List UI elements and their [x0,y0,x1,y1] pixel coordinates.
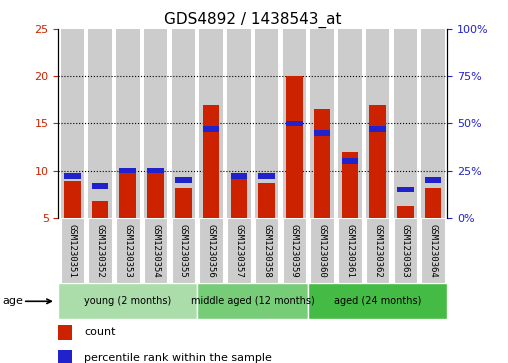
Bar [421,218,445,283]
Bar [64,181,81,218]
Bar [231,174,247,179]
Bar [338,29,362,218]
Bar [286,76,303,218]
Text: GSM1230351: GSM1230351 [68,224,77,277]
Bar [282,29,306,218]
Bar [394,29,417,218]
Text: GSM1230359: GSM1230359 [290,224,299,277]
Text: GSM1230353: GSM1230353 [123,224,132,277]
Text: count: count [84,327,115,337]
Bar [175,177,192,183]
Bar [172,218,195,283]
Bar [308,283,447,319]
Bar [88,29,112,218]
Bar [310,218,334,283]
Text: percentile rank within the sample: percentile rank within the sample [84,352,272,363]
Bar [147,168,164,174]
Bar [197,283,308,319]
Bar [286,121,303,126]
Bar [255,218,278,283]
Text: GSM1230364: GSM1230364 [429,224,438,277]
Title: GDS4892 / 1438543_at: GDS4892 / 1438543_at [164,12,341,28]
Bar [227,29,250,218]
Bar [116,29,140,218]
Bar [172,29,195,218]
Text: young (2 months): young (2 months) [84,296,171,306]
Bar [397,207,414,218]
Bar [88,218,112,283]
Bar [369,105,386,218]
Bar [282,218,306,283]
Bar [144,218,167,283]
Bar [231,174,247,218]
Bar [64,174,81,179]
Bar [199,29,223,218]
Bar [116,218,140,283]
Bar [258,183,275,218]
Bar [119,168,136,174]
Bar [255,29,278,218]
Bar [60,218,84,283]
Text: middle aged (12 months): middle aged (12 months) [191,296,314,306]
Bar [175,188,192,218]
Text: age: age [3,296,23,306]
Bar [92,183,108,188]
Bar [258,174,275,179]
Text: GSM1230362: GSM1230362 [373,224,382,277]
Bar [227,218,250,283]
Bar [338,218,362,283]
Bar [58,350,73,363]
Bar [58,283,197,319]
Text: GSM1230363: GSM1230363 [401,224,410,277]
Bar [199,218,223,283]
Text: GSM1230358: GSM1230358 [262,224,271,277]
Text: aged (24 months): aged (24 months) [334,296,421,306]
Text: GSM1230361: GSM1230361 [345,224,355,277]
Bar [341,158,358,164]
Text: GSM1230356: GSM1230356 [207,224,215,277]
Bar [314,109,330,218]
Bar [425,177,441,183]
Bar [60,29,84,218]
Text: GSM1230357: GSM1230357 [234,224,243,277]
Bar [203,105,219,218]
Bar [366,218,390,283]
Bar [310,29,334,218]
Bar [203,126,219,132]
Bar [92,201,108,218]
Text: GSM1230352: GSM1230352 [96,224,105,277]
Text: GSM1230355: GSM1230355 [179,224,188,277]
Text: GSM1230360: GSM1230360 [318,224,327,277]
Bar [369,126,386,132]
Bar [425,188,441,218]
Bar [119,172,136,218]
Bar [147,171,164,218]
Text: GSM1230354: GSM1230354 [151,224,160,277]
Bar [394,218,417,283]
Bar [58,325,73,340]
Bar [421,29,445,218]
Bar [397,187,414,192]
Bar [366,29,390,218]
Bar [341,152,358,218]
Bar [144,29,167,218]
Bar [314,130,330,136]
